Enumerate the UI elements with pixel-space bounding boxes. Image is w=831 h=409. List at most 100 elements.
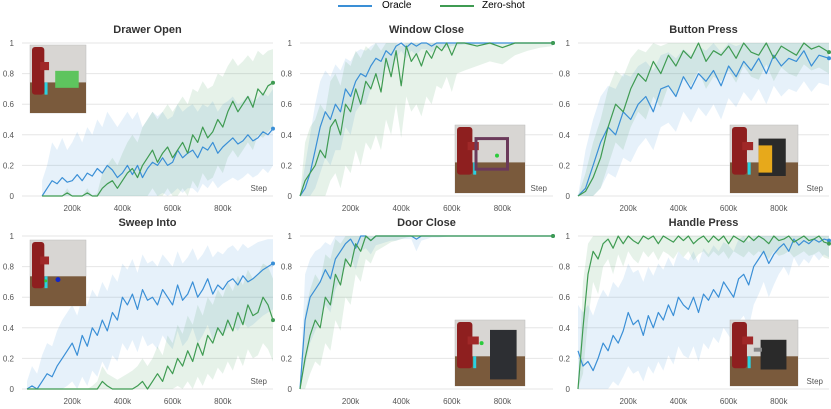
x-tick-label: 600k xyxy=(443,397,461,406)
robot-gripper xyxy=(747,356,751,369)
x-axis-label: Step xyxy=(251,377,268,386)
chart-panel-handle-press: 0 0.2 0.4 0.6 0.8 1 200k 400k 600k 800k Handle Pre… xyxy=(559,217,831,406)
x-tick-label: 800k xyxy=(214,397,232,406)
series-line-oracle xyxy=(299,42,553,197)
series-line-zero-shot xyxy=(299,42,553,197)
y-tick-label: 0.6 xyxy=(281,100,293,109)
robot-gripper xyxy=(473,356,477,369)
chart-legend: Oracle Zero-shot xyxy=(0,0,831,14)
series-end-marker-zero-shot xyxy=(271,318,275,323)
chart-panel-button-press: 0 0.2 0.4 0.6 0.8 1 200k 400k 600k 800k Button Pre… xyxy=(559,24,831,213)
x-tick-label: 200k xyxy=(342,397,360,406)
confidence-band-zero-shot xyxy=(300,43,553,196)
chart-panel-drawer-open: 0 0.2 0.4 0.6 0.8 1 200k 400k 600k 800k Drawer Ope… xyxy=(3,24,275,213)
chart-title: Drawer Open xyxy=(113,24,182,36)
y-tick-label: 0.2 xyxy=(281,354,293,363)
robot-joint xyxy=(742,336,754,345)
legend-swatch-oracle xyxy=(338,5,372,7)
window-object xyxy=(474,137,509,171)
chart-title: Door Close xyxy=(397,217,456,229)
confidence-band-oracle xyxy=(300,236,553,389)
series-line-oracle xyxy=(26,262,274,390)
series-end-marker-oracle xyxy=(271,126,275,131)
robot-gripper xyxy=(44,82,48,95)
x-tick-label: 400k xyxy=(393,204,411,213)
y-tick-label: 0.4 xyxy=(3,131,15,140)
robot-arm xyxy=(457,322,473,369)
series-end-marker-zero-shot xyxy=(551,234,555,238)
robot-arm xyxy=(32,242,45,289)
robot-joint xyxy=(467,336,479,345)
x-tick-label: 200k xyxy=(64,397,82,406)
drawer-object xyxy=(55,70,79,88)
y-tick-label: 0 xyxy=(566,385,571,394)
y-tick-label: 1 xyxy=(566,39,571,48)
y-tick-label: 0.4 xyxy=(281,131,293,140)
series-line-zero-shot xyxy=(577,42,830,197)
y-tick-label: 0.6 xyxy=(281,293,293,302)
y-tick-label: 0.4 xyxy=(559,324,571,333)
chart-panel-sweep-into: 0 0.2 0.4 0.6 0.8 1 200k 400k 600k 800k Sweep Into… xyxy=(3,217,275,406)
y-tick-label: 1 xyxy=(566,232,571,241)
series-line-oracle xyxy=(577,50,830,197)
y-tick-label: 0.8 xyxy=(3,70,15,79)
series-end-marker-zero-shot xyxy=(827,50,831,55)
robot-arm xyxy=(457,127,473,175)
y-tick-label: 0.8 xyxy=(281,70,293,79)
y-tick-label: 0.4 xyxy=(559,131,571,140)
chart-title: Handle Press xyxy=(669,217,739,229)
y-tick-label: 0.4 xyxy=(3,324,15,333)
robot-gripper xyxy=(747,162,751,175)
target-marker xyxy=(44,279,48,283)
series-end-marker-oracle xyxy=(827,238,831,243)
y-tick-label: 0 xyxy=(10,385,15,394)
series-end-marker-zero-shot xyxy=(271,80,275,85)
x-axis-label: Step xyxy=(807,377,824,386)
y-tick-label: 1 xyxy=(288,232,293,241)
chart-title: Button Press xyxy=(669,24,737,36)
series-line-zero-shot xyxy=(299,235,553,390)
y-tick-label: 0 xyxy=(10,192,15,201)
x-tick-label: 400k xyxy=(114,397,132,406)
door-object xyxy=(490,329,517,380)
x-tick-label: 600k xyxy=(720,397,738,406)
confidence-band-oracle xyxy=(578,236,829,389)
series-end-marker-oracle xyxy=(271,261,275,266)
robot-joint xyxy=(40,62,50,71)
x-tick-label: 600k xyxy=(164,397,182,406)
x-tick-label: 200k xyxy=(620,397,638,406)
y-tick-label: 0 xyxy=(288,385,293,394)
x-tick-label: 800k xyxy=(214,204,232,213)
series-line-oracle xyxy=(577,238,830,372)
y-tick-label: 0 xyxy=(566,192,571,201)
series-end-marker-oracle xyxy=(827,56,831,61)
target-marker xyxy=(495,153,499,158)
x-tick-label: 200k xyxy=(64,204,82,213)
y-tick-label: 0.2 xyxy=(3,161,15,170)
x-tick-label: 600k xyxy=(164,204,182,213)
confidence-band-oracle xyxy=(578,43,829,196)
y-tick-label: 1 xyxy=(10,232,15,241)
legend-label-zeroshot: Zero-shot xyxy=(482,0,525,11)
legend-swatch-zeroshot xyxy=(440,5,474,7)
chart-title: Window Close xyxy=(389,24,464,36)
robot-joint xyxy=(742,142,754,151)
x-tick-label: 800k xyxy=(494,204,512,213)
confidence-band-oracle xyxy=(27,239,273,389)
series-line-zero-shot xyxy=(42,82,274,197)
confidence-band-oracle xyxy=(42,88,273,196)
x-axis-label: Step xyxy=(807,184,824,193)
y-tick-label: 0.6 xyxy=(559,100,571,109)
y-tick-label: 0.8 xyxy=(3,263,15,272)
y-tick-label: 1 xyxy=(288,39,293,48)
y-tick-label: 0.2 xyxy=(3,354,15,363)
series-end-marker-zero-shot xyxy=(551,41,555,45)
robot-joint xyxy=(40,256,50,265)
x-axis-label: Step xyxy=(531,184,548,193)
x-tick-label: 800k xyxy=(770,204,788,213)
robot-sweep-thumbnail xyxy=(29,239,87,307)
robot-arm xyxy=(732,322,747,369)
y-tick-label: 0.6 xyxy=(3,100,15,109)
y-tick-label: 0.6 xyxy=(3,293,15,302)
robot-button-thumbnail xyxy=(729,124,799,194)
